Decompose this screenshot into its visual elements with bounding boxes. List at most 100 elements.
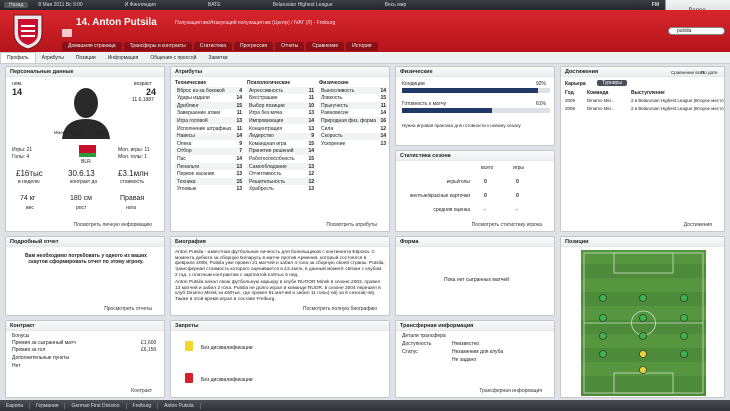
menu-item[interactable]: Belarusian Highest League	[272, 2, 333, 8]
menu-item[interactable]: BATE	[207, 2, 221, 8]
group-header: Технические	[175, 80, 207, 86]
search-text[interactable]: putsila	[677, 28, 692, 34]
tab[interactable]: Отчеты	[275, 42, 305, 51]
breadcrumb-item[interactable]: German First Division	[65, 402, 127, 409]
panel: Подробный отчет Вам необходимо потребоват…	[5, 236, 165, 316]
tab[interactable]: Прогрессия	[234, 42, 274, 51]
attribute-value: 14	[236, 155, 242, 162]
panel-title: Позиции	[561, 237, 724, 247]
back-button[interactable]: Назад	[4, 2, 29, 8]
expiry: 30.6.13	[68, 169, 95, 178]
achievement-cell: 2008	[565, 106, 576, 111]
attribute-value: 12	[308, 171, 314, 178]
contract-status: Имеет контракт с Freiburg	[54, 130, 109, 135]
attribute-name: Вброс из-за боковой	[177, 87, 225, 94]
label: Премия за гол	[12, 347, 46, 353]
link[interactable]: Посмотреть личную информацию	[73, 222, 152, 228]
achievement-cell: Dinamo Min...	[587, 98, 615, 103]
tab[interactable]: Трансферы и контракты	[123, 42, 192, 51]
breadcrumb-item[interactable]: Германия	[30, 402, 66, 409]
link[interactable]: Трансферная информация	[479, 388, 542, 394]
sub-tab[interactable]: Заметки	[208, 54, 228, 61]
attribute-value: 14	[380, 133, 386, 140]
column-header: Выступление	[631, 90, 665, 96]
breadcrumb-item[interactable]: Европа	[0, 402, 31, 409]
panel-title: Достижения	[561, 67, 724, 77]
stat-value: -	[516, 207, 518, 213]
attribute-row	[175, 102, 243, 110]
menu-item[interactable]: Весь мир	[384, 2, 407, 8]
link[interactable]: Просмотреть отчеты	[104, 306, 152, 312]
report-text: Вам необходимо потребовать у одного из в…	[25, 253, 147, 265]
row-label: средняя оценка	[433, 207, 470, 213]
attribute-value: 11	[308, 95, 314, 102]
menu-item[interactable]: И Финляндия	[124, 2, 156, 8]
tab[interactable]: Сравнение	[306, 42, 345, 51]
attribute-value: 11	[380, 102, 386, 109]
attribute-name: Игра без мяча	[249, 110, 283, 117]
breadcrumb-item[interactable]: Freiburg	[127, 402, 159, 409]
sub-tab[interactable]: Атрибуты	[41, 54, 64, 61]
sub-tab[interactable]: Профиль	[0, 52, 36, 63]
sub-tab[interactable]: Позиции	[75, 54, 96, 61]
attribute-name: Работоспособность	[249, 155, 295, 162]
link[interactable]: Контракт	[131, 388, 152, 394]
tournaments-button[interactable]: Турниры	[597, 80, 627, 86]
breadcrumb-item[interactable]: Anton Putsila	[158, 402, 201, 409]
header: putsila 14. Anton Putsila Полузащитник/Ат…	[0, 10, 730, 52]
label: нога	[126, 205, 137, 211]
attribute-name: Пенальти	[177, 163, 200, 170]
panel-title: Персональные данные	[6, 67, 164, 77]
panel: Атрибуты Технические Вброс из-за боковой 4 У…	[170, 66, 390, 232]
sort-option[interactable]: Сравнение всех	[671, 70, 705, 75]
attribute-name: Скорость	[321, 133, 343, 140]
label: Игры: 21	[12, 147, 33, 153]
panel-title: Статистика сезона	[396, 151, 554, 161]
transfer-value: Не задано	[452, 357, 477, 363]
link[interactable]: Посмотреть полную биографию	[302, 306, 377, 312]
attribute-name: Отчетливость	[249, 171, 282, 178]
label: Доступность	[402, 341, 432, 347]
attribute-name: Храбрость	[249, 186, 274, 193]
attribute-row	[247, 102, 315, 110]
tab[interactable]: История	[346, 42, 378, 51]
sub-tab[interactable]: Информация	[107, 54, 139, 61]
attribute-value: 9	[239, 140, 242, 147]
transfer-value: Неизвестно	[452, 341, 480, 347]
panel: Достижения Карьера Турниры Сравнение всех По…	[560, 66, 725, 232]
tab[interactable]: Домашняя страница	[62, 42, 122, 51]
age: 24	[146, 87, 157, 97]
attribute-value: 13	[236, 186, 242, 193]
sort-option[interactable]: По дате	[701, 70, 718, 75]
search-box[interactable]: putsila	[668, 27, 725, 35]
percent-label: 61%	[536, 101, 547, 107]
percent-label: 92%	[536, 81, 547, 87]
stat-value: 0	[516, 193, 519, 199]
column-header: Команда	[587, 90, 609, 96]
attribute-name: Отбор	[177, 148, 192, 155]
panel-title: Подробный отчет	[6, 237, 164, 247]
label: Готовность к матчу	[402, 101, 447, 107]
link[interactable]: Посмотреть статистику игрока	[471, 222, 542, 228]
foot: Правая	[120, 195, 145, 202]
birth-date: 11.6.1987	[132, 97, 154, 103]
column-header: игры	[513, 165, 524, 171]
panel: Контракт Бонусы Премия за сыгранный матч £1…	[5, 320, 165, 398]
attribute-value: 12	[380, 125, 386, 132]
transfer-value: Незаменим для клуба	[452, 349, 504, 355]
attribute-name: Завершение атаки	[177, 110, 221, 117]
note: Нужна игровая практика для готовности к …	[402, 123, 521, 128]
tab[interactable]: Статистика	[193, 42, 233, 51]
attribute-value: 13	[308, 163, 314, 170]
bio-paragraph: Anton Putsila - известная футбольная лич…	[175, 250, 385, 278]
attribute-value: 13	[236, 117, 242, 124]
link[interactable]: Достижения	[683, 222, 712, 228]
ban-status: Без дисквалификации	[201, 377, 253, 383]
attribute-row	[175, 132, 243, 140]
link[interactable]: Посмотреть атрибуты	[326, 222, 377, 228]
attribute-value: 4	[239, 87, 242, 94]
sub-tab[interactable]: Общение с прессой	[150, 54, 197, 61]
career-label: Карьера	[565, 81, 586, 87]
player-name: 14. Anton Putsila	[76, 17, 157, 28]
panel-title: Трансферная информация	[396, 321, 554, 331]
